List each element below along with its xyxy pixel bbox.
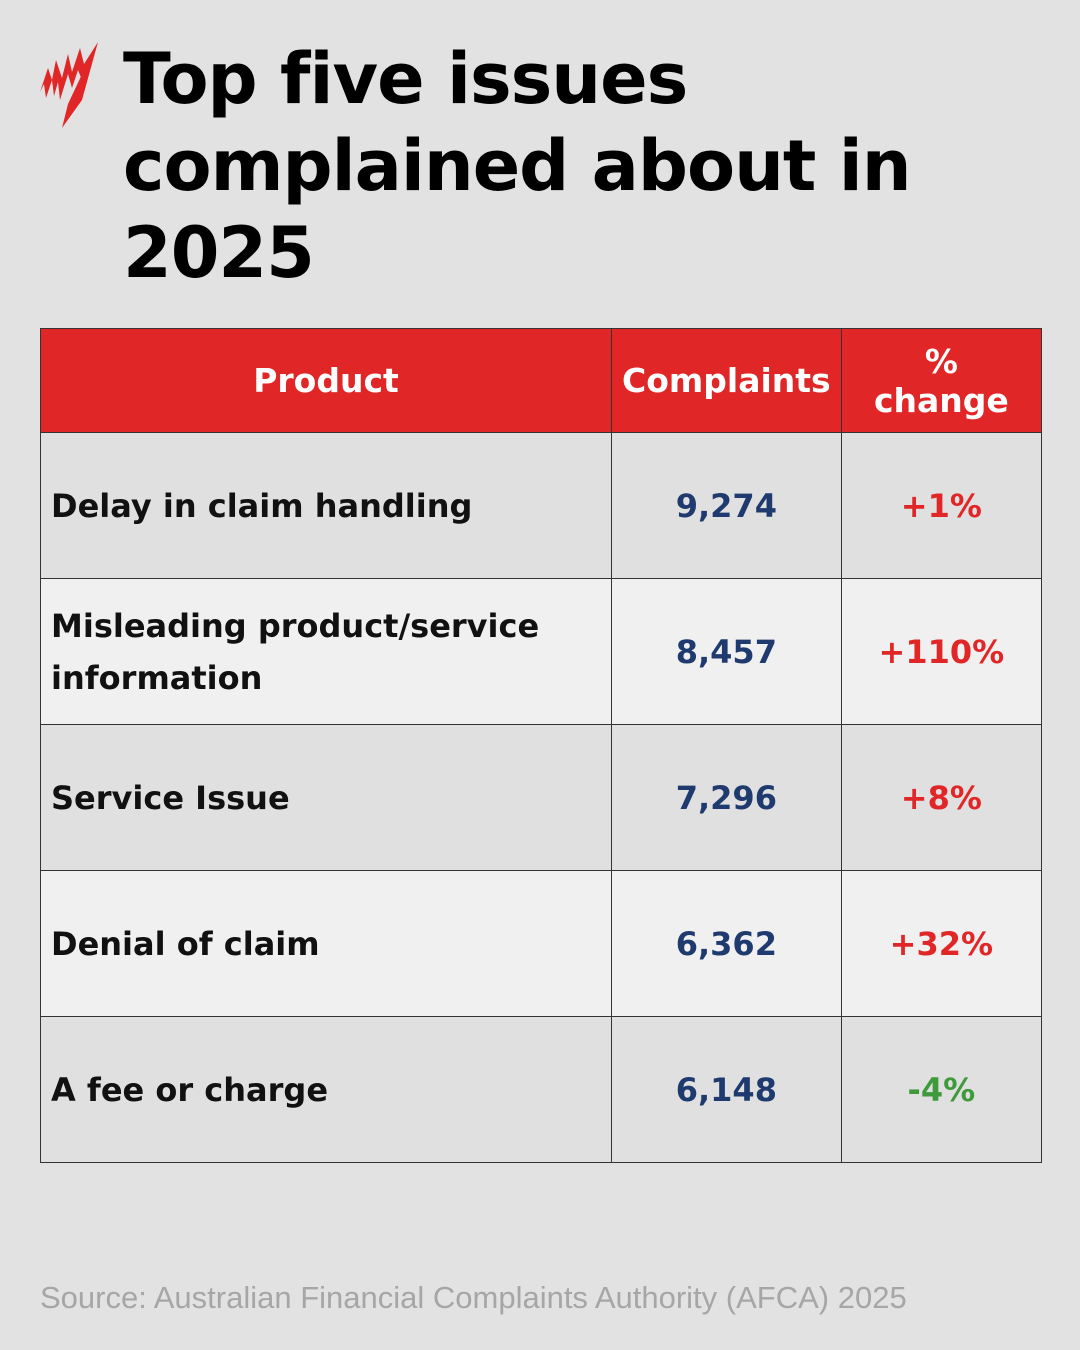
table-header-row: Product Complaints % change bbox=[40, 328, 1043, 433]
table-row: Delay in claim handling 9,274 +1% bbox=[40, 432, 1043, 579]
complaints-cell: 6,148 bbox=[611, 1016, 842, 1163]
change-cell: +110% bbox=[840, 578, 1043, 725]
change-cell: +1% bbox=[840, 432, 1043, 579]
column-header-change: % change bbox=[840, 328, 1043, 433]
complaints-cell: 7,296 bbox=[611, 724, 842, 871]
change-cell: +8% bbox=[840, 724, 1043, 871]
product-cell: Denial of claim bbox=[40, 870, 612, 1017]
column-header-complaints: Complaints bbox=[611, 328, 842, 433]
change-cell: -4% bbox=[840, 1016, 1043, 1163]
product-cell: Service Issue bbox=[40, 724, 612, 871]
product-cell: Misleading product/service information bbox=[40, 578, 612, 725]
table-row: Misleading product/service information 8,… bbox=[40, 578, 1043, 725]
product-cell: Delay in claim handling bbox=[40, 432, 612, 579]
sbs-logo-icon bbox=[40, 42, 98, 128]
complaints-cell: 8,457 bbox=[611, 578, 842, 725]
complaints-cell: 6,362 bbox=[611, 870, 842, 1017]
table-row: Denial of claim 6,362 +32% bbox=[40, 870, 1043, 1017]
complaints-table: Product Complaints % change Delay in cla… bbox=[40, 328, 1043, 1163]
source-note: Source: Australian Financial Complaints … bbox=[40, 1280, 907, 1315]
table-row: Service Issue 7,296 +8% bbox=[40, 724, 1043, 871]
complaints-cell: 9,274 bbox=[611, 432, 842, 579]
page-title: Top five issues complained about in 2025 bbox=[123, 38, 912, 294]
change-cell: +32% bbox=[840, 870, 1043, 1017]
table-row: A fee or charge 6,148 -4% bbox=[40, 1016, 1043, 1163]
column-header-product: Product bbox=[40, 328, 612, 433]
product-cell: A fee or charge bbox=[40, 1016, 612, 1163]
